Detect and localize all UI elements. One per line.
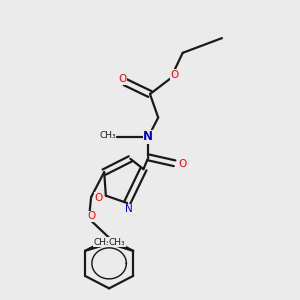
Text: O: O: [178, 159, 187, 169]
Text: CH₃: CH₃: [99, 131, 116, 140]
Text: CH₃: CH₃: [94, 238, 110, 247]
Text: O: O: [170, 70, 179, 80]
Text: O: O: [87, 211, 95, 221]
Text: O: O: [94, 193, 103, 203]
Text: CH₃: CH₃: [108, 238, 125, 247]
Text: N: N: [125, 205, 133, 214]
Text: N: N: [143, 130, 153, 143]
Text: O: O: [118, 74, 126, 84]
